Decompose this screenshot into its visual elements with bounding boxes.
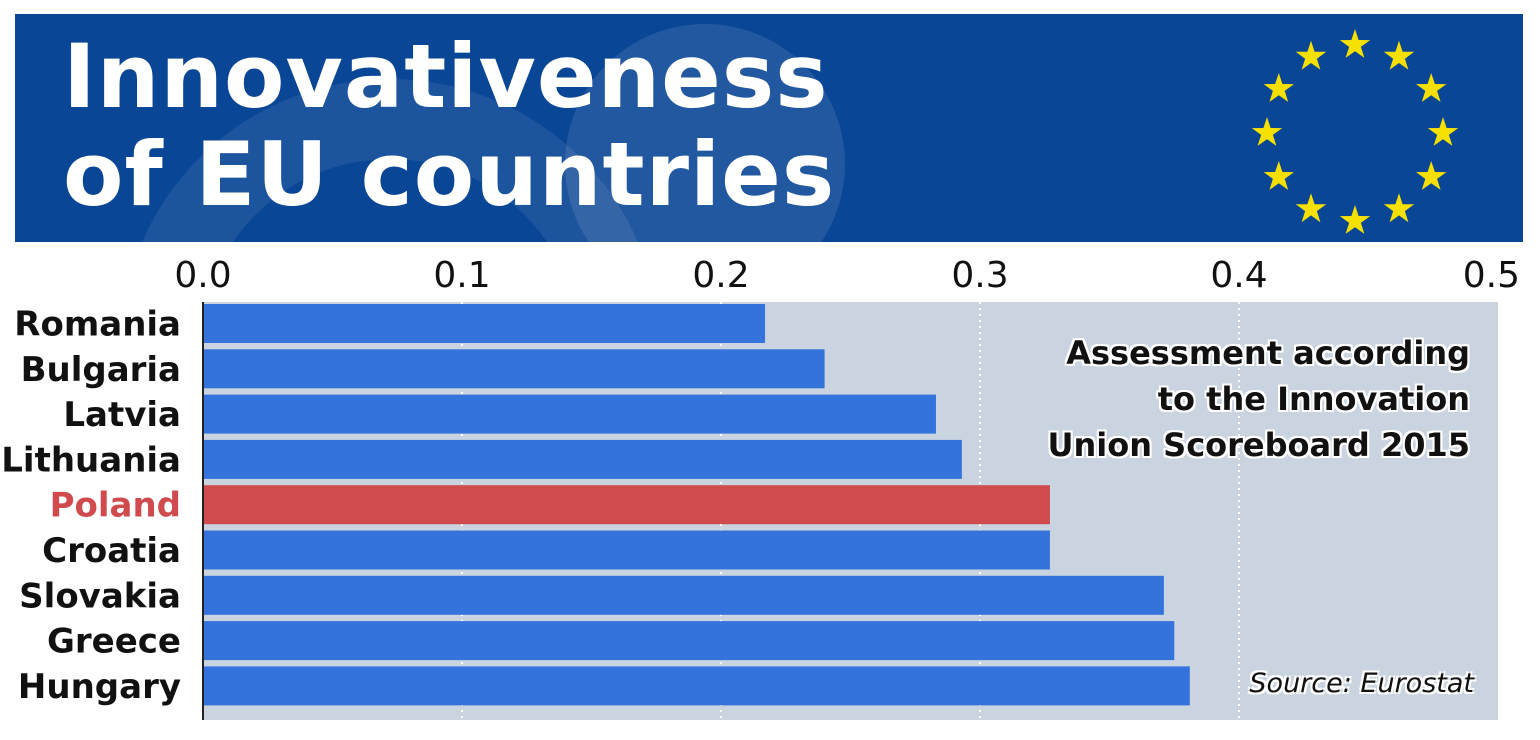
category-label: Latvia <box>63 395 181 435</box>
x-tick-label: 0.4 <box>1210 255 1267 296</box>
flag-star-icon <box>1383 40 1415 70</box>
category-label: Lithuania <box>1 440 181 480</box>
chart-annotation: Assessment according to the Innovation U… <box>1048 330 1471 468</box>
x-tick-label: 0.1 <box>433 255 490 296</box>
flag-star-icon <box>1427 117 1459 146</box>
chart-title: Innovativeness of EU countries <box>63 28 835 224</box>
x-tick-label: 0.0 <box>174 255 231 296</box>
flag-star-icon <box>1295 40 1327 70</box>
x-tick-label: 0.2 <box>692 255 749 296</box>
flag-star-icon <box>1339 29 1371 58</box>
x-tick-label: 0.5 <box>1463 255 1520 296</box>
bar-greece <box>203 621 1175 661</box>
flag-star-icon <box>1339 205 1371 234</box>
category-label: Croatia <box>42 531 181 571</box>
bar-latvia <box>203 394 936 434</box>
bar-hungary <box>203 666 1190 706</box>
flag-star-icon <box>1383 193 1415 223</box>
bar-romania <box>203 304 766 343</box>
bar-poland <box>203 485 1050 525</box>
title-line-2: of EU countries <box>63 123 836 226</box>
flag-star-icon <box>1295 193 1327 223</box>
flag-star-icon <box>1416 73 1447 102</box>
flag-star-icon <box>1416 161 1447 190</box>
bar-lithuania <box>203 439 962 479</box>
bar-slovakia <box>203 575 1164 615</box>
watermark-decoration <box>142 24 845 242</box>
category-label: Slovakia <box>19 576 181 616</box>
category-label: Poland <box>50 486 181 526</box>
flag-star-icon <box>1263 73 1294 102</box>
flag-star-icon <box>1251 117 1283 146</box>
category-label: Romania <box>14 305 181 345</box>
title-line-1: Innovativeness <box>63 25 829 128</box>
annotation-line-1: Assessment according <box>1066 334 1470 372</box>
bar-croatia <box>203 530 1050 570</box>
eu-flag-icon <box>1251 29 1459 234</box>
category-label: Bulgaria <box>21 350 181 390</box>
header-banner: Innovativeness of EU countries <box>15 14 1523 242</box>
source-credit: Source: Eurostat <box>1249 668 1474 699</box>
annotation-line-2: to the Innovation <box>1157 380 1470 418</box>
category-label: Hungary <box>18 667 181 707</box>
x-tick-label: 0.3 <box>951 255 1008 296</box>
category-label: Greece <box>47 622 181 662</box>
flag-star-icon <box>1263 161 1294 190</box>
annotation-line-3: Union Scoreboard 2015 <box>1047 426 1471 464</box>
bar-bulgaria <box>203 349 825 389</box>
